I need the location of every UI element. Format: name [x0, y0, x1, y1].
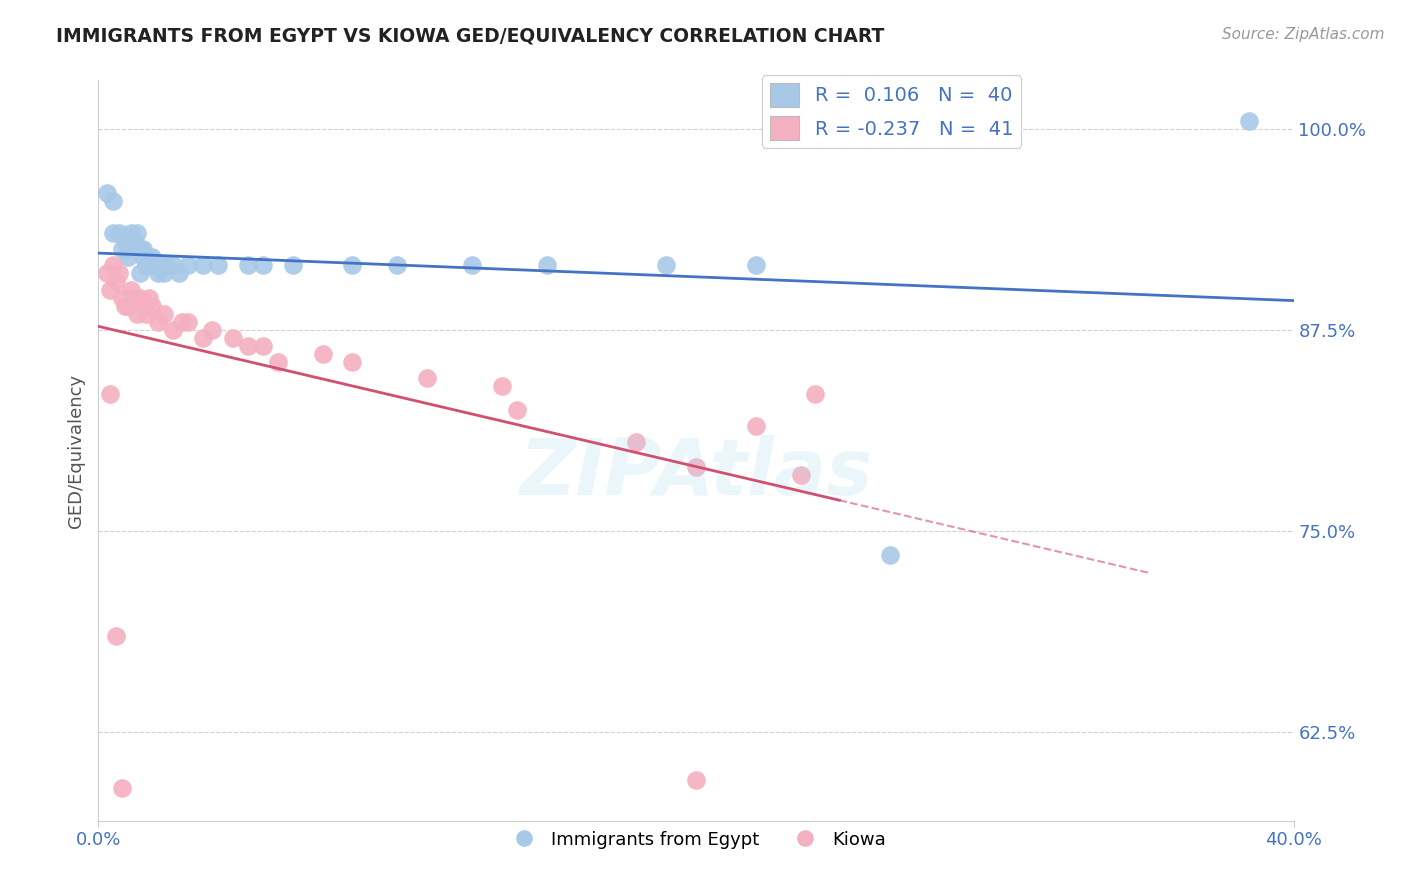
- Point: [117, 242, 139, 256]
- Point: [685, 773, 707, 788]
- Point: [745, 419, 768, 434]
- Point: [114, 299, 136, 313]
- Point: [236, 259, 259, 273]
- Point: [491, 379, 513, 393]
- Point: [120, 226, 142, 240]
- Point: [252, 259, 274, 273]
- Point: [385, 259, 409, 273]
- Text: IMMIGRANTS FROM EGYPT VS KIOWA GED/EQUIVALENCY CORRELATION CHART: IMMIGRANTS FROM EGYPT VS KIOWA GED/EQUIV…: [56, 27, 884, 45]
- Point: [167, 267, 190, 281]
- Point: [148, 315, 170, 329]
- Point: [132, 250, 155, 264]
- Point: [236, 339, 259, 353]
- Point: [114, 234, 136, 248]
- Point: [105, 628, 128, 642]
- Point: [143, 259, 166, 273]
- Point: [150, 259, 173, 273]
- Point: [124, 291, 146, 305]
- Point: [141, 299, 163, 313]
- Point: [108, 267, 131, 281]
- Point: [1237, 113, 1260, 128]
- Point: [252, 339, 274, 353]
- Point: [111, 291, 134, 305]
- Point: [127, 226, 149, 240]
- Point: [148, 267, 170, 281]
- Point: [536, 259, 558, 273]
- Point: [98, 387, 122, 401]
- Y-axis label: GED/Equivalency: GED/Equivalency: [66, 374, 84, 527]
- Point: [96, 186, 118, 200]
- Point: [177, 259, 200, 273]
- Point: [156, 259, 179, 273]
- Point: [111, 781, 134, 796]
- Point: [222, 331, 245, 345]
- Point: [789, 467, 811, 482]
- Point: [98, 283, 122, 297]
- Point: [191, 331, 214, 345]
- Point: [162, 323, 184, 337]
- Point: [416, 371, 439, 385]
- Point: [342, 259, 364, 273]
- Point: [103, 226, 125, 240]
- Point: [129, 242, 152, 256]
- Point: [267, 355, 290, 369]
- Point: [138, 291, 160, 305]
- Point: [117, 299, 139, 313]
- Point: [281, 259, 304, 273]
- Text: ZIPAtlas: ZIPAtlas: [519, 434, 873, 511]
- Point: [745, 259, 768, 273]
- Point: [138, 250, 160, 264]
- Point: [111, 242, 134, 256]
- Point: [879, 548, 901, 562]
- Point: [153, 307, 176, 321]
- Point: [124, 234, 146, 248]
- Point: [103, 194, 125, 208]
- Point: [135, 259, 157, 273]
- Point: [191, 259, 214, 273]
- Point: [207, 259, 229, 273]
- Point: [120, 283, 142, 297]
- Point: [342, 355, 364, 369]
- Legend: Immigrants from Egypt, Kiowa: Immigrants from Egypt, Kiowa: [499, 823, 893, 856]
- Point: [153, 267, 176, 281]
- Point: [201, 323, 224, 337]
- Point: [655, 259, 678, 273]
- Point: [177, 315, 200, 329]
- Point: [141, 250, 163, 264]
- Point: [132, 242, 155, 256]
- Point: [148, 259, 170, 273]
- Point: [96, 267, 118, 281]
- Point: [626, 435, 648, 450]
- Point: [105, 275, 128, 289]
- Point: [129, 267, 152, 281]
- Point: [311, 347, 333, 361]
- Point: [804, 387, 827, 401]
- Point: [127, 307, 149, 321]
- Point: [103, 259, 125, 273]
- Point: [685, 459, 707, 474]
- Point: [117, 250, 139, 264]
- Point: [162, 259, 184, 273]
- Point: [461, 259, 484, 273]
- Point: [506, 403, 529, 417]
- Point: [132, 299, 155, 313]
- Point: [108, 226, 131, 240]
- Point: [129, 291, 152, 305]
- Point: [135, 307, 157, 321]
- Point: [172, 315, 194, 329]
- Text: Source: ZipAtlas.com: Source: ZipAtlas.com: [1222, 27, 1385, 42]
